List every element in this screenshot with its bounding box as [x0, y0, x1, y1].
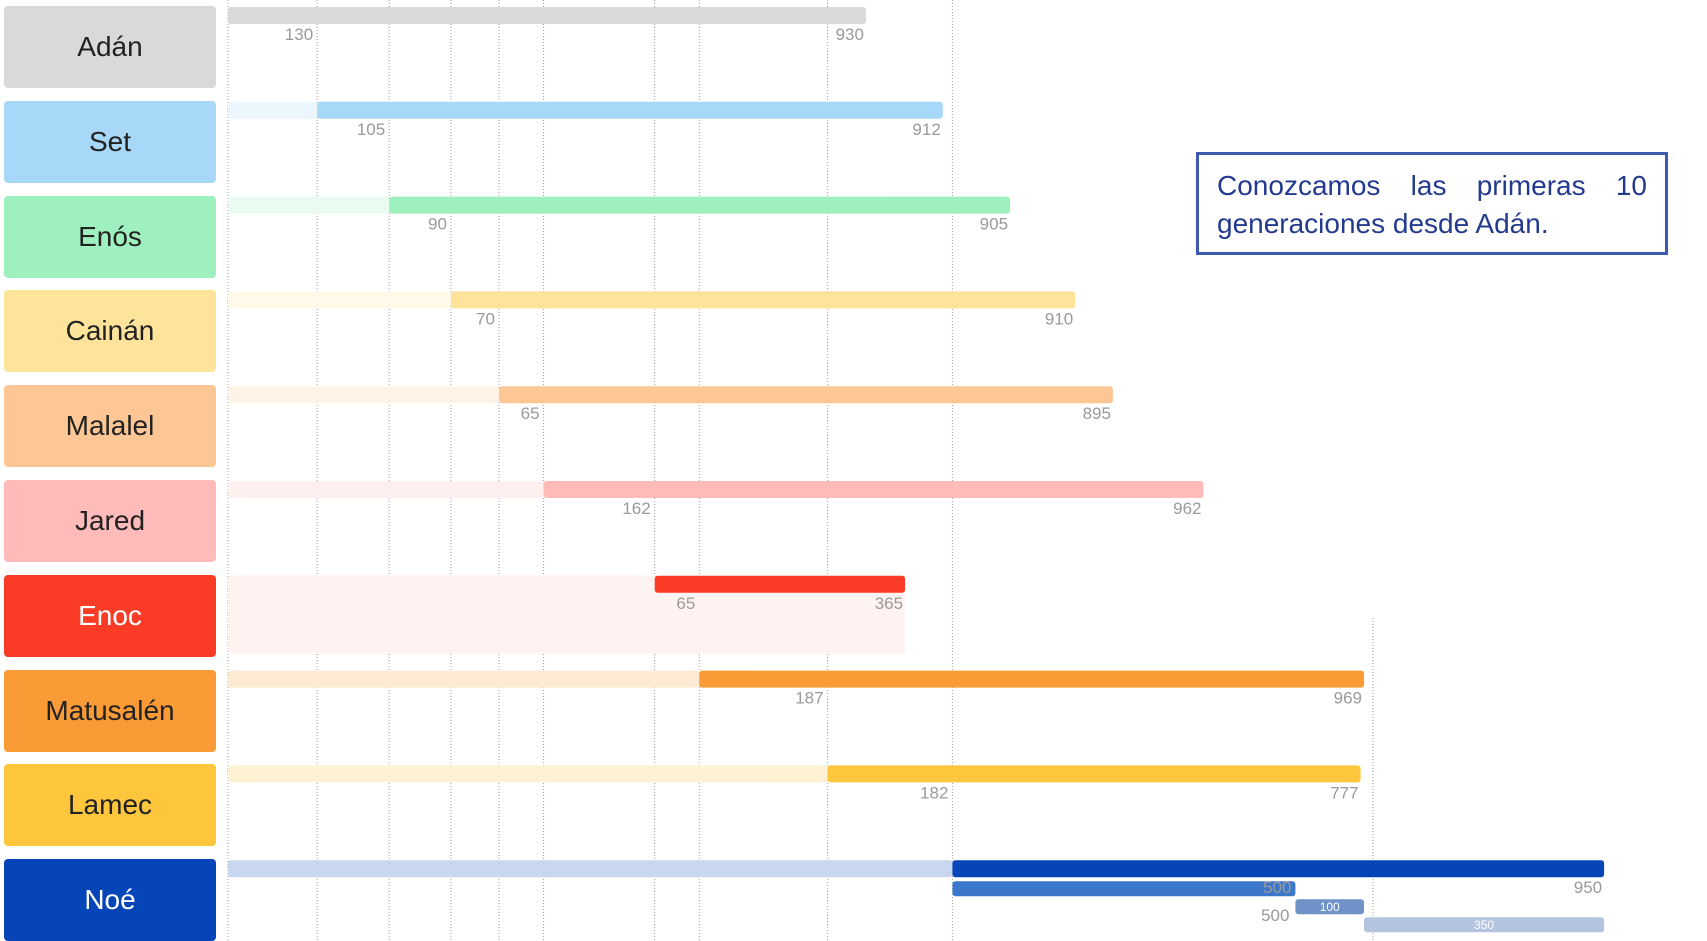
pre-birth-bar: [228, 386, 499, 404]
age-at-son-label: 182: [920, 783, 948, 802]
noe-segment-bar: [952, 881, 1296, 897]
pre-birth-bar: [228, 101, 318, 119]
generation-name-label: Set: [88, 125, 132, 157]
age-at-son-label: 500: [1263, 878, 1291, 897]
generation-name-box: Adán: [4, 6, 216, 88]
lifespan-bar: [389, 196, 1011, 214]
generation-names: Adán Set Enós Cainán Malalel Jared Enoc Matusal…: [0, 0, 220, 941]
generation-name-label: Lamec: [67, 789, 153, 821]
total-years-label: 912: [912, 120, 940, 139]
generation-name-box: Jared: [4, 480, 216, 562]
generation-name-box: Enoc: [4, 574, 216, 657]
lifespan-bar: [699, 670, 1365, 688]
generation-name-label: Matusalén: [45, 694, 175, 726]
age-at-son-label: 105: [357, 120, 385, 139]
pre-birth-bar: [228, 481, 544, 498]
intro-note: Conozcamos las primeras 10 generaciones …: [1196, 152, 1668, 255]
total-years-label: 365: [875, 594, 903, 613]
age-at-son-label: 65: [521, 404, 540, 423]
generation-name-box: Lamec: [4, 764, 216, 847]
generation-name-box: Enós: [4, 195, 216, 278]
pre-birth-bar: [228, 196, 390, 214]
age-at-son-label: 70: [476, 309, 495, 328]
age-at-son-label: 187: [795, 689, 823, 708]
generation-name-label: Enoc: [78, 599, 142, 631]
lifespan-bar: [543, 481, 1204, 498]
total-years-label: 969: [1334, 689, 1362, 708]
total-years-label: 962: [1173, 499, 1201, 518]
noe-segment-label: 500: [1261, 906, 1289, 925]
generation-name-label: Malalel: [65, 410, 155, 442]
noe-segment-bar: [1364, 917, 1605, 933]
noe-segment-label: 350: [1474, 918, 1494, 932]
total-years-label: 910: [1045, 309, 1073, 328]
total-years-label: 895: [1083, 404, 1111, 423]
noe-segment-label: 100: [1320, 900, 1340, 914]
generation-name-box: Cainán: [4, 290, 216, 373]
lifespan-bar: [228, 7, 866, 24]
lifespan-bar: [654, 575, 906, 593]
generation-name-box: Malalel: [4, 385, 216, 468]
age-at-son-label: 65: [676, 594, 695, 613]
noe-segment-bar: [1295, 899, 1365, 915]
generation-name-box: Set: [4, 100, 216, 183]
age-at-son-label: 130: [285, 25, 313, 44]
generation-name-label: Cainán: [65, 315, 155, 347]
generation-name-label: Adán: [77, 31, 143, 62]
lifespan-bar: [827, 765, 1361, 783]
lifespan-bar: [952, 860, 1605, 878]
pre-birth-bar: [228, 291, 451, 309]
total-years-label: 930: [836, 25, 864, 44]
generation-name-box: Matusalén: [4, 669, 216, 752]
pre-birth-bar: [228, 860, 953, 878]
age-at-son-label: 162: [622, 499, 650, 518]
total-years-label: 777: [1330, 783, 1358, 802]
generation-name-label: Jared: [74, 505, 146, 536]
enoc-band: [228, 575, 906, 654]
generation-name-label: Noé: [84, 884, 136, 916]
total-years-label: 950: [1574, 878, 1602, 897]
lifespan-bar: [450, 291, 1076, 309]
pre-birth-bar: [228, 765, 828, 783]
age-at-son-label: 90: [428, 215, 447, 234]
generation-name-label: Enós: [78, 220, 142, 252]
lifespan-bar: [317, 101, 943, 119]
pre-birth-bar: [228, 670, 700, 688]
total-years-label: 905: [980, 215, 1008, 234]
generation-name-box: Noé: [4, 859, 216, 941]
lifespan-bar: [498, 386, 1113, 404]
